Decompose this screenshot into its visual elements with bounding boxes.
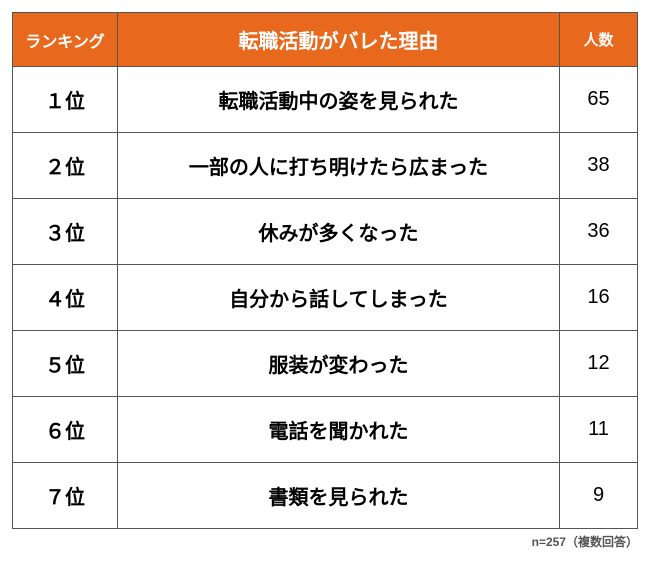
cell-rank: ２位 xyxy=(13,133,118,199)
table-row: ４位 自分から話してしまった 16 xyxy=(13,265,638,331)
cell-rank: ４位 xyxy=(13,265,118,331)
cell-count: 12 xyxy=(560,331,638,397)
cell-rank: ６位 xyxy=(13,397,118,463)
footnote: n=257（複数回答） xyxy=(12,533,638,550)
cell-reason: 一部の人に打ち明けたら広まった xyxy=(118,133,560,199)
cell-count: 11 xyxy=(560,397,638,463)
cell-count: 38 xyxy=(560,133,638,199)
table-row: ５位 服装が変わった 12 xyxy=(13,331,638,397)
table-row: ３位 休みが多くなった 36 xyxy=(13,199,638,265)
header-reason: 転職活動がバレた理由 xyxy=(118,13,560,67)
cell-rank: ５位 xyxy=(13,331,118,397)
cell-rank: ３位 xyxy=(13,199,118,265)
cell-count: 36 xyxy=(560,199,638,265)
header-count: 人数 xyxy=(560,13,638,67)
cell-reason: 転職活動中の姿を見られた xyxy=(118,67,560,133)
cell-reason: 自分から話してしまった xyxy=(118,265,560,331)
cell-count: 16 xyxy=(560,265,638,331)
table-row: ６位 電話を聞かれた 11 xyxy=(13,397,638,463)
header-rank: ランキング xyxy=(13,13,118,67)
cell-reason: 服装が変わった xyxy=(118,331,560,397)
cell-reason: 電話を聞かれた xyxy=(118,397,560,463)
table-body: １位 転職活動中の姿を見られた 65 ２位 一部の人に打ち明けたら広まった 38… xyxy=(13,67,638,529)
cell-rank: １位 xyxy=(13,67,118,133)
cell-count: 65 xyxy=(560,67,638,133)
table-row: １位 転職活動中の姿を見られた 65 xyxy=(13,67,638,133)
table-row: ２位 一部の人に打ち明けたら広まった 38 xyxy=(13,133,638,199)
table-header-row: ランキング 転職活動がバレた理由 人数 xyxy=(13,13,638,67)
ranking-table: ランキング 転職活動がバレた理由 人数 １位 転職活動中の姿を見られた 65 ２… xyxy=(12,12,638,529)
cell-reason: 休みが多くなった xyxy=(118,199,560,265)
